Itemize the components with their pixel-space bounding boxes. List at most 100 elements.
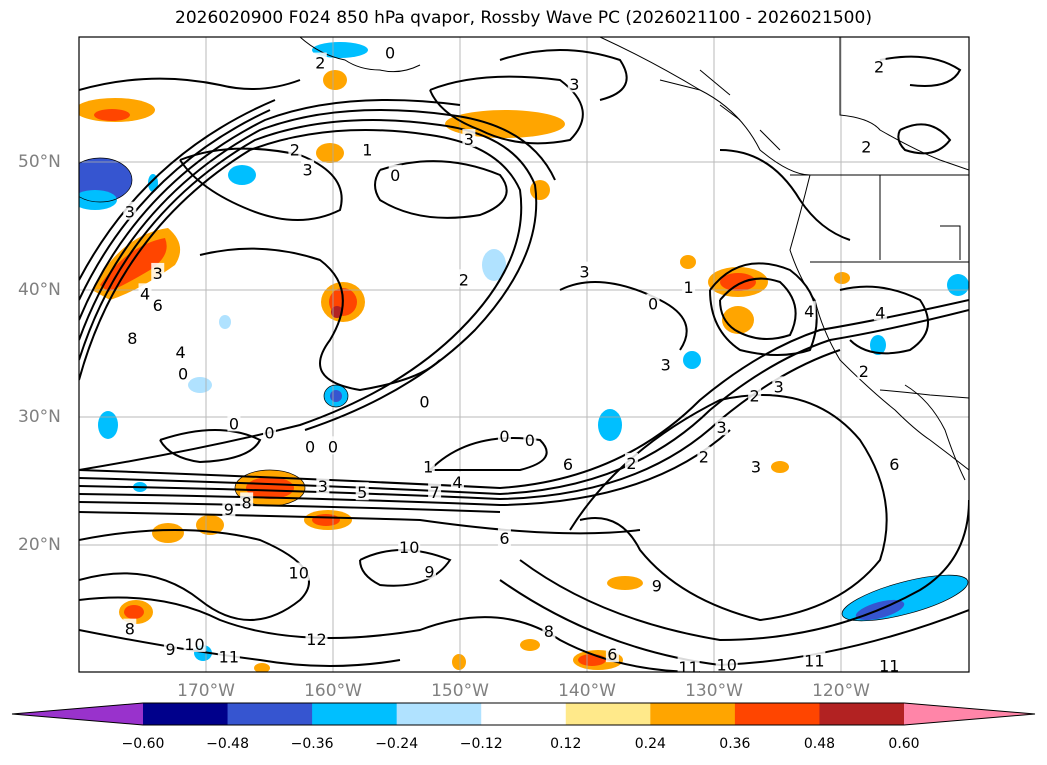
contour-label: 8 xyxy=(242,493,252,512)
colorbar-tick-label: 0.36 xyxy=(719,736,751,752)
contour-label: 0 xyxy=(229,414,239,433)
lon-label-170w: 170°W xyxy=(177,681,235,701)
positive-anomaly-patch xyxy=(246,477,294,499)
positive-anomaly-patch xyxy=(607,576,643,590)
contour-label: 5 xyxy=(357,483,367,502)
contour-label: 10 xyxy=(289,564,309,583)
contour-label: 0 xyxy=(328,437,338,456)
negative-anomaly-patch xyxy=(228,165,256,185)
contour-label: 6 xyxy=(499,529,509,548)
positive-anomaly-patch xyxy=(530,180,550,200)
contour-lines xyxy=(79,49,969,672)
contour-label: 4 xyxy=(804,302,814,321)
lon-label-140w: 140°W xyxy=(558,681,616,701)
positive-anomaly-patch xyxy=(94,109,130,121)
negative-anomaly-patch xyxy=(79,190,117,210)
colorbar-segment xyxy=(312,703,398,725)
positive-anomaly-patch xyxy=(722,306,754,334)
positive-anomaly-patch xyxy=(452,654,466,670)
contour-label: 2 xyxy=(859,362,869,381)
negative-anomaly-patch xyxy=(598,409,622,441)
contour-label: 3 xyxy=(569,75,579,94)
lat-label-40n: 40°N xyxy=(18,280,61,300)
colorbar-segment xyxy=(650,703,736,725)
contour-label: 2 xyxy=(699,448,709,467)
contour-label: 2 xyxy=(290,140,300,159)
contour-label: 6 xyxy=(889,455,899,474)
contour-label: 3 xyxy=(661,356,671,375)
contour-label: 9 xyxy=(165,640,175,659)
contour-label: 4 xyxy=(140,284,150,303)
contour-label: 11 xyxy=(678,658,698,677)
contour-label: 10 xyxy=(184,635,204,654)
colorbar-segment xyxy=(734,703,820,725)
contour-label: 8 xyxy=(544,622,554,641)
contour-label: 3 xyxy=(579,263,589,282)
contour-label: 4 xyxy=(452,473,462,492)
contour-label: 0 xyxy=(305,437,315,456)
contour-label: 3 xyxy=(751,458,761,477)
contour-label: 3 xyxy=(303,161,313,180)
contour-label: 2 xyxy=(750,386,760,405)
contour-label: 2 xyxy=(626,454,636,473)
colorbar-tick-label: −0.24 xyxy=(375,736,419,752)
colorbar-tick-label: 0.12 xyxy=(550,736,582,752)
lat-label-30n: 30°N xyxy=(18,407,61,427)
contour-label: 0 xyxy=(648,295,658,314)
contour-label: 3 xyxy=(318,477,328,496)
plot-frame xyxy=(78,36,970,673)
positive-anomaly-patch xyxy=(196,515,224,535)
positive-anomaly-patch xyxy=(720,273,756,291)
contour-label: 3 xyxy=(153,264,163,283)
positive-anomaly-patch xyxy=(124,605,144,619)
negative-anomaly-patch xyxy=(188,377,212,393)
contour-label: 3 xyxy=(717,418,727,437)
colorbar-segment xyxy=(396,703,482,725)
colorbar-tick-label: −0.12 xyxy=(459,736,503,752)
contour-label: 2 xyxy=(874,57,884,76)
contour-label: 3 xyxy=(125,203,135,222)
lon-label-120w: 120°W xyxy=(812,681,870,701)
map-gridlines xyxy=(79,37,969,672)
lat-label-50n: 50°N xyxy=(18,152,61,172)
map-title: 2026020900 F024 850 hPa qvapor, Rossby W… xyxy=(175,8,872,28)
colorbar-segment xyxy=(143,703,229,725)
colorbar-segment xyxy=(565,703,651,725)
negative-anomaly-patch xyxy=(482,249,506,281)
colorbar-outline xyxy=(11,702,1036,726)
colorbar-segment xyxy=(481,703,567,725)
lon-label-160w: 160°W xyxy=(304,681,362,701)
positive-anomaly-patch xyxy=(578,654,606,666)
colorbar-tick-label: −0.36 xyxy=(290,736,334,752)
contour-label: 11 xyxy=(804,652,824,671)
negative-anomaly-patch xyxy=(330,390,342,402)
colorbar-tick-label: 0.48 xyxy=(803,736,836,752)
contour-label: 6 xyxy=(607,645,617,664)
positive-anomaly-patch xyxy=(100,238,167,292)
colorbar-tick-label: −0.60 xyxy=(121,736,165,752)
colorbar-extend-low xyxy=(12,703,143,725)
contour-label: 2 xyxy=(861,138,871,157)
positive-anomaly-patch xyxy=(834,272,850,284)
positive-anomaly-patch xyxy=(312,514,340,526)
contour-label: 0 xyxy=(178,365,188,384)
negative-anomaly-patch xyxy=(98,411,118,439)
contour-label: 4 xyxy=(875,303,885,322)
contour-label: 2 xyxy=(459,270,469,289)
colorbar-tick-label: −0.48 xyxy=(206,736,249,752)
positive-anomaly-patch xyxy=(323,70,347,90)
colorbar-extend-high xyxy=(904,703,1035,725)
contour-label: 1 xyxy=(423,458,433,477)
contour-label: 0 xyxy=(390,166,400,185)
contour-label: 4 xyxy=(176,343,186,362)
contour-label: 11 xyxy=(219,648,239,667)
contour-label: 8 xyxy=(125,620,135,639)
contour-label: 10 xyxy=(399,538,419,557)
contour-label: 9 xyxy=(424,562,434,581)
contour-label: 9 xyxy=(652,576,662,595)
contour-label: 6 xyxy=(153,296,163,315)
positive-anomaly-patch xyxy=(771,461,789,473)
